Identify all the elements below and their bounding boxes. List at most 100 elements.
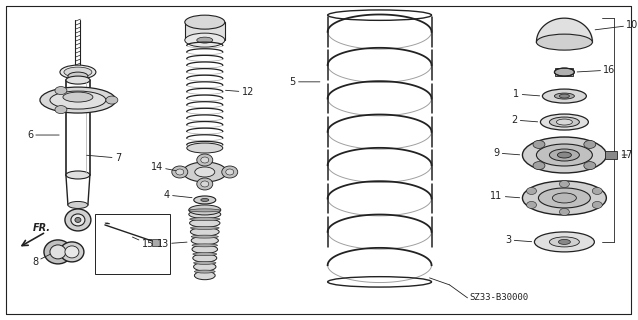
Ellipse shape [185, 33, 225, 47]
Ellipse shape [554, 68, 574, 76]
Ellipse shape [50, 91, 106, 109]
Ellipse shape [68, 202, 88, 208]
Text: 12: 12 [226, 87, 254, 97]
Ellipse shape [68, 72, 88, 80]
Ellipse shape [560, 94, 569, 98]
Text: 3: 3 [505, 235, 531, 245]
Ellipse shape [190, 228, 219, 236]
Ellipse shape [75, 217, 81, 222]
Text: 10: 10 [595, 20, 638, 30]
Ellipse shape [537, 144, 592, 166]
Ellipse shape [65, 246, 79, 258]
Ellipse shape [537, 34, 592, 50]
Text: 6: 6 [27, 130, 59, 140]
Bar [556, 68, 574, 76]
Ellipse shape [592, 188, 602, 195]
Ellipse shape [592, 202, 602, 208]
Ellipse shape [172, 166, 188, 178]
Ellipse shape [66, 76, 90, 84]
Ellipse shape [584, 140, 596, 148]
Ellipse shape [193, 252, 217, 256]
Ellipse shape [60, 242, 84, 262]
Ellipse shape [189, 210, 221, 219]
Text: 15: 15 [133, 237, 154, 249]
Text: 16: 16 [577, 65, 616, 75]
Ellipse shape [549, 149, 579, 161]
Ellipse shape [554, 93, 574, 99]
Ellipse shape [222, 166, 238, 178]
Ellipse shape [55, 86, 67, 94]
Ellipse shape [540, 114, 588, 130]
Ellipse shape [195, 271, 215, 280]
Text: 13: 13 [157, 239, 187, 249]
Text: 14: 14 [151, 162, 180, 172]
Text: FR.: FR. [33, 223, 51, 233]
Ellipse shape [65, 209, 91, 231]
Ellipse shape [533, 140, 545, 148]
Ellipse shape [226, 169, 234, 175]
Text: 9: 9 [493, 148, 520, 158]
Ellipse shape [191, 235, 218, 238]
Text: SZ33-B30000: SZ33-B30000 [470, 293, 529, 302]
Text: 17: 17 [621, 150, 634, 160]
Ellipse shape [195, 270, 215, 273]
Ellipse shape [64, 67, 92, 77]
Ellipse shape [189, 209, 221, 212]
Ellipse shape [191, 236, 218, 245]
Ellipse shape [556, 119, 572, 125]
Ellipse shape [63, 92, 93, 102]
Bar [185, 22, 225, 40]
Ellipse shape [549, 117, 579, 127]
Ellipse shape [197, 154, 212, 166]
Ellipse shape [535, 232, 595, 252]
Ellipse shape [189, 205, 221, 215]
Ellipse shape [553, 193, 576, 203]
Ellipse shape [201, 157, 209, 163]
Ellipse shape [55, 106, 67, 114]
Ellipse shape [523, 137, 606, 173]
Ellipse shape [44, 240, 72, 264]
Text: 4: 4 [164, 190, 192, 200]
Bar [605, 151, 618, 159]
Ellipse shape [523, 181, 606, 215]
Text: 8: 8 [32, 253, 52, 267]
Ellipse shape [197, 178, 212, 190]
Text: 7: 7 [87, 153, 121, 163]
Ellipse shape [195, 167, 215, 177]
Ellipse shape [584, 162, 596, 170]
Ellipse shape [187, 143, 223, 153]
Text: 11: 11 [491, 191, 520, 201]
Ellipse shape [560, 180, 569, 188]
Text: 1: 1 [514, 89, 540, 99]
Ellipse shape [60, 65, 96, 79]
Ellipse shape [190, 226, 219, 229]
Ellipse shape [106, 96, 118, 104]
Ellipse shape [193, 261, 216, 264]
Ellipse shape [526, 188, 537, 195]
Ellipse shape [201, 198, 209, 202]
Ellipse shape [197, 37, 212, 43]
Ellipse shape [549, 237, 579, 247]
Ellipse shape [40, 87, 116, 113]
Ellipse shape [50, 245, 66, 259]
Ellipse shape [533, 162, 545, 170]
Ellipse shape [66, 171, 90, 179]
Bar [152, 239, 160, 246]
Ellipse shape [193, 254, 217, 262]
Ellipse shape [526, 202, 537, 208]
Ellipse shape [189, 218, 220, 220]
Ellipse shape [176, 169, 184, 175]
Ellipse shape [192, 245, 218, 253]
Bar [95, 214, 170, 274]
Ellipse shape [194, 196, 216, 204]
Ellipse shape [185, 15, 225, 29]
Ellipse shape [538, 188, 590, 208]
Text: 2: 2 [511, 115, 538, 125]
Ellipse shape [558, 152, 572, 158]
Ellipse shape [189, 219, 220, 227]
Ellipse shape [201, 181, 209, 187]
Ellipse shape [558, 239, 570, 244]
Ellipse shape [542, 89, 586, 103]
Ellipse shape [71, 214, 85, 226]
Text: 5: 5 [290, 77, 320, 87]
